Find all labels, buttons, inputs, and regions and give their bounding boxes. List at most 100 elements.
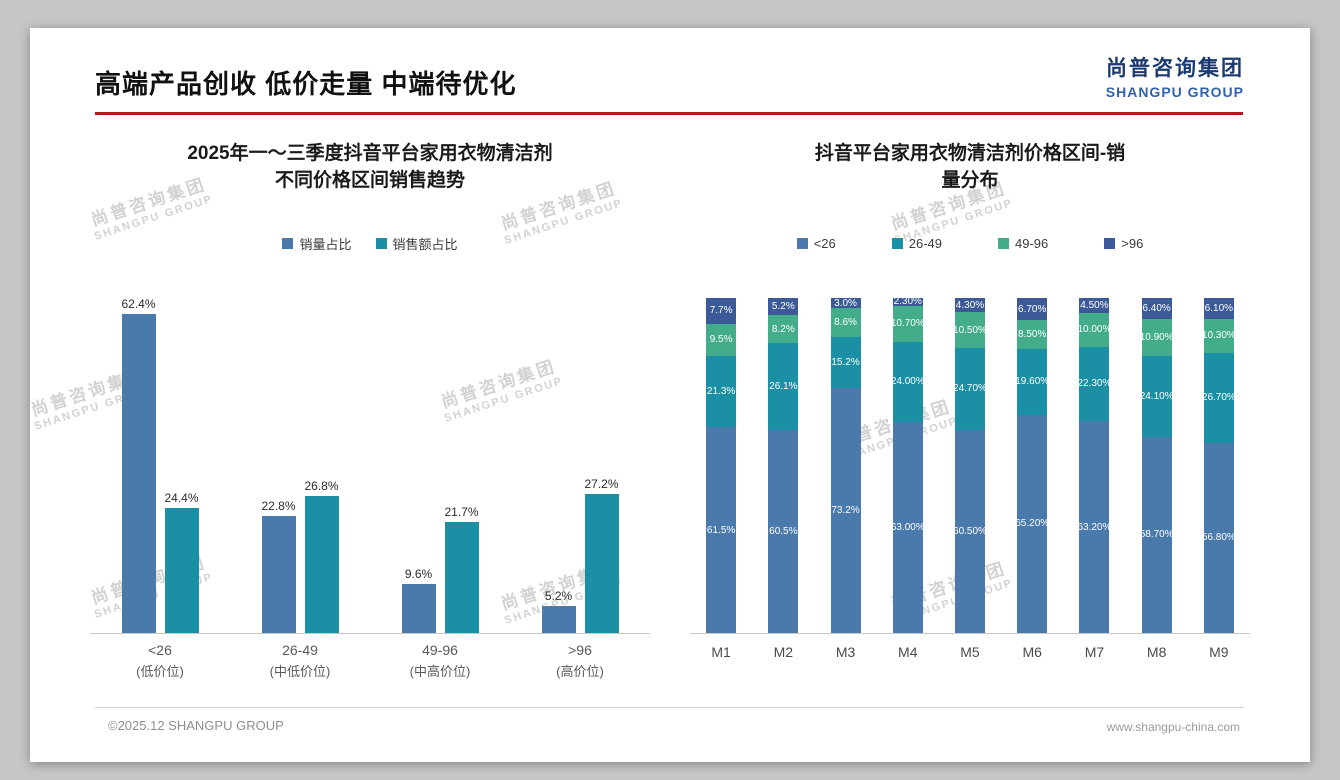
- x-axis-category: <26 (低价位): [105, 642, 215, 680]
- logo-chinese-text: 尚普咨询集团: [1106, 57, 1244, 80]
- stacked-bar: 6.10% 10.30% 26.70% 56.80%: [1203, 298, 1234, 633]
- x-axis-category: 49-96 (中高价位): [385, 642, 495, 680]
- bar-segment: 8.6%: [830, 308, 861, 337]
- x-axis-category: M3: [835, 644, 856, 660]
- segment-value-label: 61.5%: [706, 524, 736, 536]
- footer-divider: [95, 707, 1244, 708]
- segment-value-label: 9.5%: [709, 334, 733, 346]
- bar-value-label: 21.7%: [444, 505, 479, 519]
- segment-value-label: 7.7%: [709, 305, 733, 317]
- logo-english-text: SHANGPU GROUP: [1105, 84, 1244, 100]
- bar-segment: 10.30%: [1203, 318, 1234, 353]
- bar-segment: 22.30%: [1079, 346, 1110, 422]
- bar-group: 22.8% 26.8%: [261, 479, 339, 633]
- bar-segment: 10.90%: [1141, 319, 1172, 356]
- stacked-bar: 7.7% 9.5% 21.3% 61.5%: [706, 298, 737, 633]
- legend-item: 26-49: [891, 236, 942, 251]
- segment-value-label: 26.1%: [769, 381, 798, 393]
- chart1-legend: 销量占比 销售额占比: [90, 234, 650, 253]
- bar-segment: 26.1%: [768, 342, 799, 431]
- x-axis-category: M7: [1084, 644, 1105, 660]
- bar-segment: 24.10%: [1141, 355, 1172, 437]
- segment-value-label: 24.70%: [954, 383, 985, 395]
- segment-value-label: 56.80%: [1203, 532, 1234, 544]
- legend-swatch: [998, 237, 1009, 249]
- bar: 24.4%: [164, 491, 199, 633]
- stacked-bar: 6.70% 8.50% 19.60% 65.20%: [1017, 298, 1048, 633]
- bar-segment: 65.20%: [1017, 414, 1048, 633]
- title-underline: [95, 112, 1243, 115]
- segment-value-label: 10.70%: [892, 318, 923, 330]
- segment-value-label: 6.10%: [1204, 302, 1234, 314]
- x-axis-category: M5: [960, 644, 980, 660]
- bar-segment: 8.50%: [1017, 320, 1048, 349]
- bar-segment: 5.2%: [768, 298, 799, 316]
- segment-value-label: 5.2%: [771, 301, 795, 313]
- segment-value-label: 2.30%: [893, 298, 922, 306]
- legend-swatch: [1104, 237, 1116, 249]
- bar-group: 62.4% 24.4%: [121, 297, 199, 633]
- segment-value-label: 60.5%: [769, 526, 798, 538]
- category-label: <26: [148, 642, 172, 658]
- x-axis-category: M1: [711, 644, 731, 660]
- bar-segment: 10.00%: [1079, 313, 1110, 347]
- legend-item: 49-96: [998, 236, 1048, 251]
- bar-segment: 10.70%: [892, 305, 923, 342]
- chart2-x-axis-labels: M1 M2 M3 M4 M5 M6 M7 M8 M9: [690, 644, 1250, 660]
- segment-value-label: 6.70%: [1018, 303, 1047, 315]
- segment-value-label: 65.20%: [1017, 518, 1048, 530]
- legend-item: >96: [1104, 236, 1143, 251]
- segment-value-label: 63.00%: [892, 521, 923, 533]
- bar-value-label: 62.4%: [121, 296, 156, 311]
- bar-segment: 24.00%: [892, 341, 923, 422]
- bar-segment: 63.00%: [892, 421, 923, 633]
- bar-value-label: 5.2%: [544, 589, 573, 604]
- bar: 5.2%: [541, 589, 576, 633]
- segment-value-label: 15.2%: [831, 356, 860, 368]
- chart1-title-line2: 不同价格区间销售趋势: [274, 170, 465, 191]
- bar-segment: 8.2%: [768, 315, 799, 343]
- x-axis-category: M6: [1022, 644, 1042, 660]
- segment-value-label: 24.00%: [892, 376, 923, 388]
- segment-value-label: 58.70%: [1141, 529, 1172, 541]
- segment-value-label: 3.0%: [834, 298, 857, 309]
- segment-value-label: 10.00%: [1079, 324, 1110, 336]
- legend-swatch: [282, 237, 294, 249]
- legend-label: >96: [1121, 235, 1144, 251]
- bar-group: 5.2% 27.2%: [541, 477, 619, 633]
- category-sublabel: (低价位): [136, 664, 184, 679]
- bar-segment: 6.10%: [1203, 298, 1234, 319]
- x-axis-category: M8: [1146, 644, 1167, 660]
- chart2-title-line2: 量分布: [941, 170, 999, 191]
- grouped-bar-chart: 2025年一～三季度抖音平台家用衣物清洁剂 不同价格区间销售趋势 销量占比 销售额…: [90, 140, 650, 680]
- category-sublabel: (高价位): [556, 664, 604, 679]
- legend-item: 销售额占比: [375, 234, 458, 253]
- bar: 21.7%: [444, 505, 479, 633]
- legend-swatch: [796, 237, 808, 249]
- chart1-title-line1: 2025年一～三季度抖音平台家用衣物清洁剂: [187, 143, 553, 164]
- segment-value-label: 26.70%: [1203, 392, 1234, 404]
- stacked-bar: 4.30% 10.50% 24.70% 60.50%: [954, 298, 985, 633]
- segment-value-label: 19.60%: [1017, 376, 1048, 388]
- bar: 26.8%: [304, 479, 339, 633]
- chart1-title: 2025年一～三季度抖音平台家用衣物清洁剂 不同价格区间销售趋势: [90, 140, 650, 194]
- category-label: 49-96: [422, 642, 458, 658]
- bar-segment: 73.2%: [830, 387, 861, 633]
- segment-value-label: 8.6%: [834, 317, 857, 329]
- stacked-bar-chart: 抖音平台家用衣物清洁剂价格区间-销 量分布 <26 26-49 49-96 >96 7…: [690, 140, 1250, 660]
- segment-value-label: 8.50%: [1018, 329, 1047, 341]
- bar-segment: 21.3%: [706, 355, 737, 427]
- bar: 9.6%: [401, 567, 436, 633]
- bar-segment: 4.30%: [954, 298, 985, 313]
- bar: 27.2%: [584, 477, 619, 633]
- chart2-legend: <26 26-49 49-96 >96: [690, 236, 1250, 251]
- segment-value-label: 6.40%: [1142, 303, 1171, 315]
- legend-swatch: [891, 237, 903, 249]
- segment-value-label: 10.50%: [954, 324, 985, 336]
- bar-value-label: 9.6%: [404, 566, 433, 581]
- chart1-x-axis-labels: <26 (低价位) 26-49 (中低价位) 49-96 (中高价位) >96 (高价位): [90, 642, 650, 680]
- bar-segment: 63.20%: [1079, 421, 1110, 633]
- bar-segment: 4.50%: [1079, 298, 1110, 314]
- stacked-bar: 5.2% 8.2% 26.1% 60.5%: [768, 298, 799, 633]
